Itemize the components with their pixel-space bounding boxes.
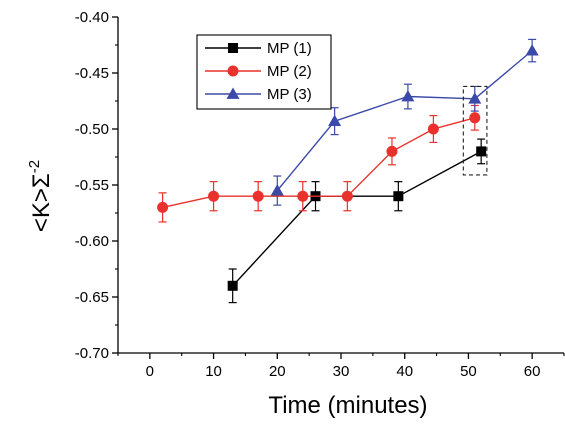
- y-axis-title: <K>Σ-2: [26, 160, 55, 232]
- legend-label: MP (3): [267, 86, 312, 103]
- y-tick-label: -0.65: [75, 289, 109, 306]
- series-2: [157, 104, 481, 223]
- legend-entry-2: MP (2): [205, 63, 312, 80]
- data-point: [252, 190, 264, 202]
- y-tick-label: -0.55: [75, 177, 109, 194]
- x-tick-label: 30: [333, 363, 350, 380]
- series-1: [227, 138, 487, 304]
- data-point: [386, 145, 398, 157]
- y-tick-label: -0.60: [75, 233, 109, 250]
- legend-marker: [228, 43, 238, 53]
- y-tick-label: -0.70: [75, 345, 109, 362]
- legend-entry-1: MP (1): [205, 40, 312, 57]
- data-point: [208, 190, 220, 202]
- series-layer: [157, 38, 539, 304]
- data-point: [328, 114, 342, 127]
- series-line: [232, 150, 482, 287]
- x-tick-label: 60: [524, 363, 541, 380]
- legend-marker: [226, 87, 240, 99]
- data-point: [401, 90, 415, 102]
- data-point: [525, 44, 539, 56]
- data-point: [469, 112, 481, 124]
- data-point: [468, 92, 482, 104]
- y-tick-label: -0.40: [75, 9, 109, 26]
- y-axis-title-superscript: -2: [26, 160, 43, 173]
- x-tick-label: 10: [205, 363, 222, 380]
- y-tick-label: -0.45: [75, 65, 109, 82]
- legend: MP (1) MP (2) MP (3): [196, 34, 332, 110]
- data-point: [270, 184, 284, 196]
- data-point: [227, 280, 238, 291]
- y-tick-label: -0.50: [75, 121, 109, 138]
- data-point: [341, 190, 353, 202]
- legend-label: MP (2): [267, 63, 312, 80]
- data-point: [157, 201, 169, 213]
- x-tick-label: 20: [269, 363, 286, 380]
- data-point: [297, 190, 309, 202]
- y-axis-title-main: <K>Σ: [28, 173, 55, 232]
- plot-area: -0.70 -0.65 -0.60 -0.55 -0.50 -0.45 -0.40 0 10 20…: [75, 9, 565, 380]
- data-point: [427, 123, 439, 135]
- legend-entry-3: MP (3): [205, 86, 312, 103]
- series-line: [162, 117, 475, 209]
- x-tick-label: 40: [396, 363, 413, 380]
- svg-text:<K>Σ-2: <K>Σ-2: [26, 160, 55, 232]
- legend-marker: [227, 65, 239, 77]
- legend-label: MP (1): [267, 40, 312, 57]
- x-tick-label: 0: [146, 363, 154, 380]
- x-tick-label: 50: [460, 363, 477, 380]
- data-point: [476, 146, 487, 157]
- x-axis-title: Time (minutes): [268, 392, 427, 419]
- data-point: [393, 191, 404, 202]
